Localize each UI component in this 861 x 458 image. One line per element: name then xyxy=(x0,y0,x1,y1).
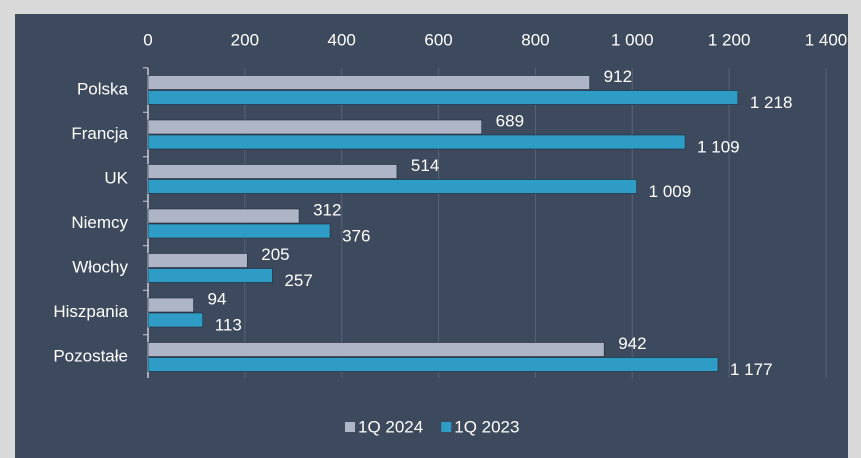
x-tick-label: 0 xyxy=(143,30,152,49)
y-tick-label: Pozostałe xyxy=(53,346,128,365)
data-label: 376 xyxy=(342,226,370,245)
x-tick-label: 200 xyxy=(231,30,259,49)
bar xyxy=(147,268,273,283)
y-tick-label: Polska xyxy=(77,79,129,98)
y-tick-label: UK xyxy=(104,168,128,187)
legend-swatch xyxy=(345,422,355,432)
bar xyxy=(147,134,686,150)
bar xyxy=(147,297,194,313)
data-label: 942 xyxy=(618,334,646,353)
y-tick-label: Francja xyxy=(71,124,128,143)
bar xyxy=(147,357,719,372)
bar xyxy=(147,342,605,357)
bar xyxy=(147,90,739,105)
data-label: 1 218 xyxy=(750,93,793,112)
legend-label: 1Q 2024 xyxy=(358,417,423,436)
data-label: 257 xyxy=(284,271,312,290)
data-label: 312 xyxy=(313,200,341,219)
x-tick-label: 400 xyxy=(328,30,356,49)
bar xyxy=(147,208,300,224)
y-tick-label: Hiszpania xyxy=(53,302,128,321)
data-label: 1 009 xyxy=(649,182,692,201)
data-label: 205 xyxy=(261,245,289,264)
bar xyxy=(147,164,398,179)
bar xyxy=(147,75,590,90)
data-label: 514 xyxy=(411,156,439,175)
bar xyxy=(147,179,637,194)
bar xyxy=(147,253,248,268)
x-tick-label: 800 xyxy=(521,30,549,49)
data-label: 94 xyxy=(208,289,227,308)
bar xyxy=(147,312,204,328)
data-label: 113 xyxy=(215,315,242,334)
y-tick-label: Niemcy xyxy=(71,213,128,232)
data-label: 912 xyxy=(604,67,632,86)
x-tick-label: 600 xyxy=(424,30,452,49)
legend-label: 1Q 2023 xyxy=(454,417,519,436)
x-tick-label: 1 000 xyxy=(611,30,654,49)
bar xyxy=(147,119,482,135)
bar xyxy=(147,223,331,239)
y-tick-label: Włochy xyxy=(72,257,128,276)
data-label: 689 xyxy=(496,111,524,130)
x-tick-label: 1 400 xyxy=(805,30,848,49)
x-tick-label: 1 200 xyxy=(708,30,751,49)
legend-swatch xyxy=(441,422,452,432)
data-label: 1 109 xyxy=(697,137,740,156)
data-label: 1 177 xyxy=(730,360,773,379)
